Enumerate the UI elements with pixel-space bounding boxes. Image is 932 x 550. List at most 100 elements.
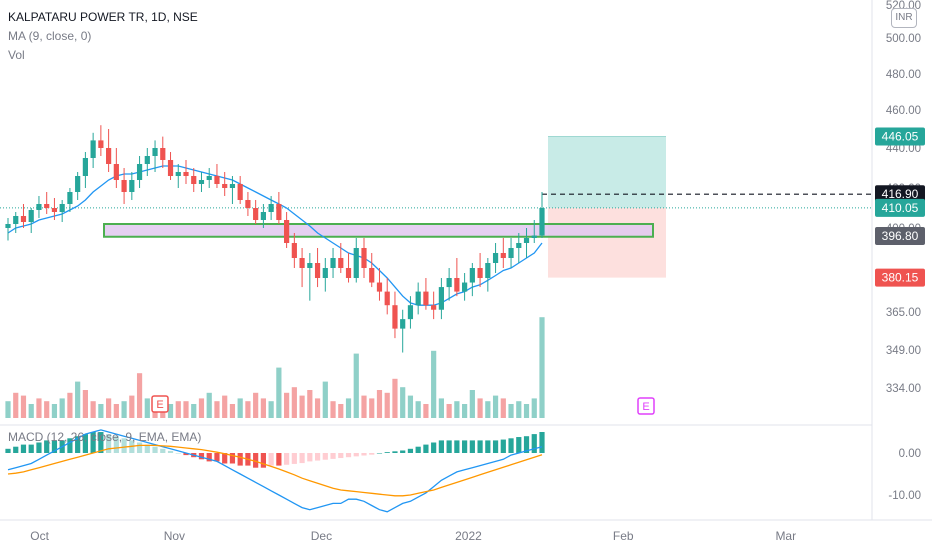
volume-bar — [260, 398, 266, 418]
candle-body — [454, 278, 460, 292]
volume-bar — [129, 395, 135, 418]
candle-body — [523, 238, 530, 243]
earnings-marker-upcoming — [637, 397, 655, 415]
volume-bar — [175, 401, 181, 418]
macd-histogram-bar — [206, 453, 212, 462]
candle-body — [28, 210, 34, 222]
macd-histogram-bar — [516, 437, 522, 453]
volume-bar — [407, 395, 414, 418]
candle-body — [214, 176, 220, 184]
symbol-title: KALPATARU POWER TR, 1D, NSE — [8, 10, 198, 24]
price-label: 380.15 — [882, 271, 919, 285]
macd-histogram-bar — [98, 432, 104, 453]
candle-body — [407, 305, 414, 320]
volume-bar — [67, 392, 73, 418]
volume-bar — [291, 387, 297, 418]
macd-histogram-bar — [144, 444, 150, 453]
candle-body — [90, 140, 96, 158]
candle-body — [516, 243, 522, 248]
candle-body — [492, 253, 499, 263]
macd-histogram-bar — [5, 448, 11, 453]
volume-bar — [237, 398, 243, 418]
volume-bar — [5, 401, 11, 418]
volume-bar — [353, 353, 359, 418]
volume-bar — [299, 395, 305, 418]
candle-body — [431, 305, 437, 310]
macd-histogram-bar — [438, 440, 444, 453]
macd-histogram-bar — [106, 434, 112, 453]
candle-body — [369, 268, 375, 283]
candle-body — [423, 291, 429, 306]
macd-histogram-bar — [345, 453, 352, 458]
macd-histogram-bar — [253, 453, 259, 468]
volume-bar — [113, 404, 119, 418]
macd-histogram-bar — [392, 451, 398, 453]
candle-body — [477, 268, 483, 278]
macd-histogram-bar — [167, 450, 174, 453]
macd-histogram-bar — [314, 453, 321, 461]
price-label: 410.05 — [882, 201, 919, 215]
volume-bar — [431, 350, 437, 418]
time-axis-label: Oct — [30, 529, 49, 543]
macd-histogram-bar — [268, 453, 274, 466]
macd-histogram-bar — [477, 440, 483, 453]
volume-bar — [384, 392, 390, 418]
candle-body — [198, 180, 205, 184]
macd-histogram-bar — [531, 434, 537, 453]
candle-body — [299, 258, 305, 268]
earnings-marker — [151, 395, 169, 413]
volume-bar — [82, 390, 88, 418]
volume-bar — [59, 398, 65, 418]
candle-body — [44, 204, 50, 208]
candle-body — [307, 263, 313, 268]
candle-body — [361, 248, 367, 268]
macd-histogram-bar — [121, 438, 127, 453]
macd-histogram-bar — [469, 440, 475, 453]
volume-bar — [469, 390, 475, 418]
candle-body — [446, 278, 452, 288]
price-label-box — [875, 185, 925, 204]
macd-histogram-bar — [183, 453, 189, 456]
volume-bar — [144, 398, 150, 418]
macd-histogram-bar — [237, 453, 243, 466]
currency-badge[interactable]: INR — [891, 8, 917, 28]
volume-bar — [44, 401, 50, 418]
signal-line — [7, 444, 543, 497]
volume-bar — [415, 401, 421, 418]
candle-body — [13, 216, 19, 224]
macd-legend: MACD (12, 26, close, 9, EMA, EMA) — [8, 430, 202, 444]
macd-histogram-bar — [454, 440, 460, 453]
volume-bar — [268, 401, 274, 418]
earnings-marker-upcoming-letter: E — [642, 401, 649, 413]
volume-bar — [36, 398, 42, 418]
volume-bar — [245, 401, 251, 418]
earnings-marker-letter: E — [156, 399, 163, 411]
volume-bar — [462, 404, 468, 418]
candle-body — [485, 263, 491, 278]
volume-bar — [28, 404, 34, 418]
volume-bar — [492, 395, 499, 418]
candle-body — [415, 291, 421, 306]
candle-body — [206, 176, 212, 180]
candle-body — [191, 176, 197, 184]
macd-histogram-bar — [160, 448, 166, 453]
volume-bar — [523, 404, 530, 418]
candle-body — [462, 282, 468, 292]
volume-bar — [330, 401, 336, 418]
candle-body — [129, 180, 135, 192]
macd-histogram-bar — [539, 432, 545, 453]
macd-histogram-bar — [75, 436, 81, 453]
candle-body — [345, 268, 352, 278]
macd-histogram-bar — [90, 432, 96, 453]
candle-body — [98, 140, 104, 148]
macd-histogram-bar — [175, 453, 181, 454]
volume-bar — [276, 367, 282, 418]
macd-histogram-bar — [260, 453, 266, 468]
macd-histogram-bar — [353, 453, 359, 457]
volume-bar — [206, 392, 212, 418]
volume-bar — [438, 398, 444, 418]
macd-histogram-bar — [152, 446, 158, 453]
candle-body — [245, 200, 251, 208]
macd-histogram-bar — [113, 436, 119, 453]
